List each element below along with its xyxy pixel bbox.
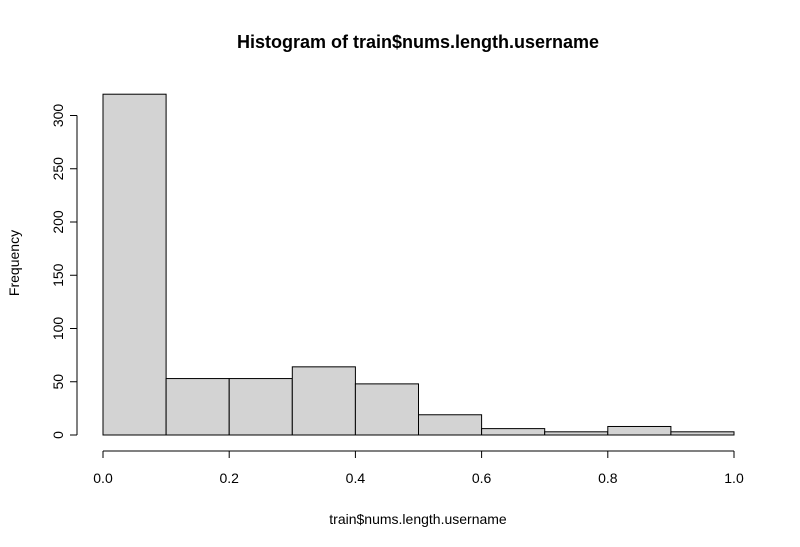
x-tick-label-3: 0.6 (472, 470, 492, 486)
y-tick-label-2: 100 (50, 317, 66, 341)
y-tick-label-4: 200 (50, 210, 66, 234)
histogram-bar-9 (670, 431, 735, 436)
bars-group (102, 93, 735, 436)
histogram-bar-1 (165, 378, 230, 436)
histogram-bar-3 (291, 366, 356, 436)
histogram-bar-5 (418, 414, 483, 436)
x-tick-label-1: 0.2 (219, 470, 239, 486)
y-tick-label-3: 150 (50, 263, 66, 287)
x-tick-label-4: 0.8 (598, 470, 618, 486)
x-tick-label-0: 0.0 (93, 470, 113, 486)
y-tick-label-5: 250 (50, 157, 66, 181)
x-axis: 0.0 0.2 0.4 0.6 0.8 1.0 (93, 450, 744, 486)
y-tick-label-1: 50 (50, 374, 66, 390)
chart-title: Histogram of train$nums.length.username (237, 32, 599, 52)
histogram-bar-7 (544, 431, 609, 436)
y-axis-label: Frequency (6, 230, 22, 296)
y-axis: 0 50 100 150 200 250 300 (50, 104, 78, 439)
x-tick-label-2: 0.4 (346, 470, 366, 486)
y-tick-label-0: 0 (50, 431, 66, 439)
histogram-bar-2 (228, 378, 293, 436)
x-tick-label-5: 1.0 (724, 470, 744, 486)
histogram-bar-4 (354, 383, 419, 436)
x-axis-label: train$nums.length.username (329, 511, 507, 527)
histogram-bar-6 (481, 428, 546, 436)
histogram-bar-0 (102, 93, 167, 436)
histogram-bar-8 (607, 425, 672, 436)
y-tick-label-6: 300 (50, 104, 66, 128)
